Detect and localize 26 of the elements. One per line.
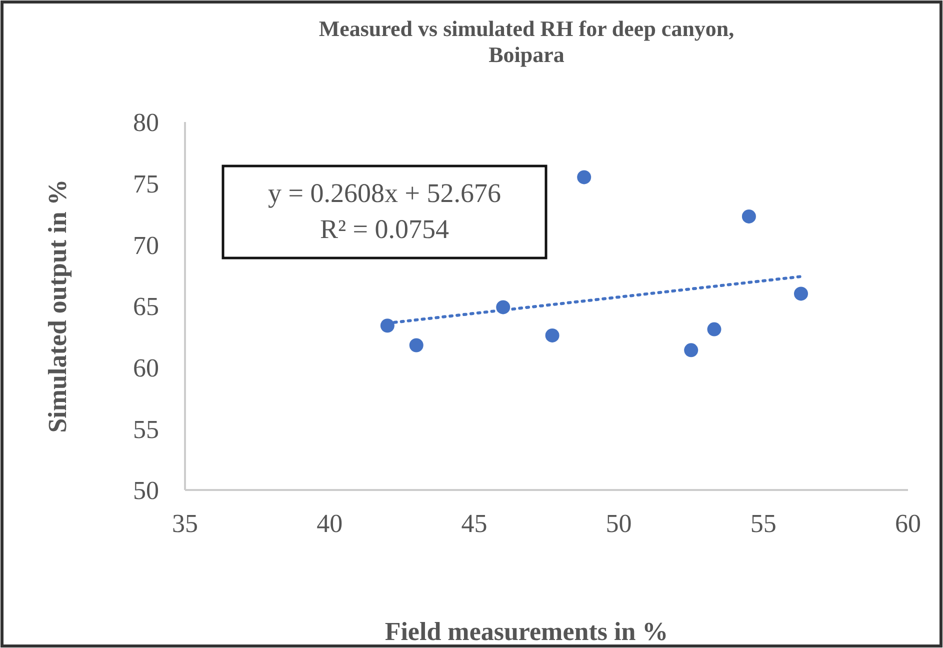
y-tick-label: 60 [133, 353, 159, 382]
annotation: R² = 0.0754 [320, 214, 450, 244]
annotation: y = 0.2608x + 52.676 [268, 178, 501, 208]
x-tick-label: 40 [316, 509, 343, 538]
y-tick-label: 50 [133, 476, 159, 506]
point [577, 170, 592, 184]
y-tick-label: 70 [133, 230, 159, 260]
x-tick-label: 35 [172, 509, 198, 538]
point [545, 328, 560, 342]
point [684, 343, 698, 358]
chart-title: Measured vs simulated RH for deep canyon, Boipara [318, 16, 734, 67]
point [409, 338, 424, 352]
x-tick-label: 45 [461, 509, 488, 538]
y-axis-title: Simulated output in % [43, 179, 72, 433]
y-tick-label: 55 [133, 414, 159, 444]
x-tick-label: 50 [606, 509, 632, 538]
x-tick-label: 55 [750, 509, 776, 538]
point [794, 286, 808, 301]
point [380, 318, 394, 333]
x-tick-label: 60 [895, 509, 921, 538]
point [742, 209, 756, 224]
point [707, 322, 722, 336]
y-tick-label: 80 [133, 108, 159, 138]
y-tick-label: 65 [133, 292, 159, 322]
y-tick-label: 75 [133, 169, 159, 198]
x-axis-title: Field measurements in % [384, 617, 668, 646]
